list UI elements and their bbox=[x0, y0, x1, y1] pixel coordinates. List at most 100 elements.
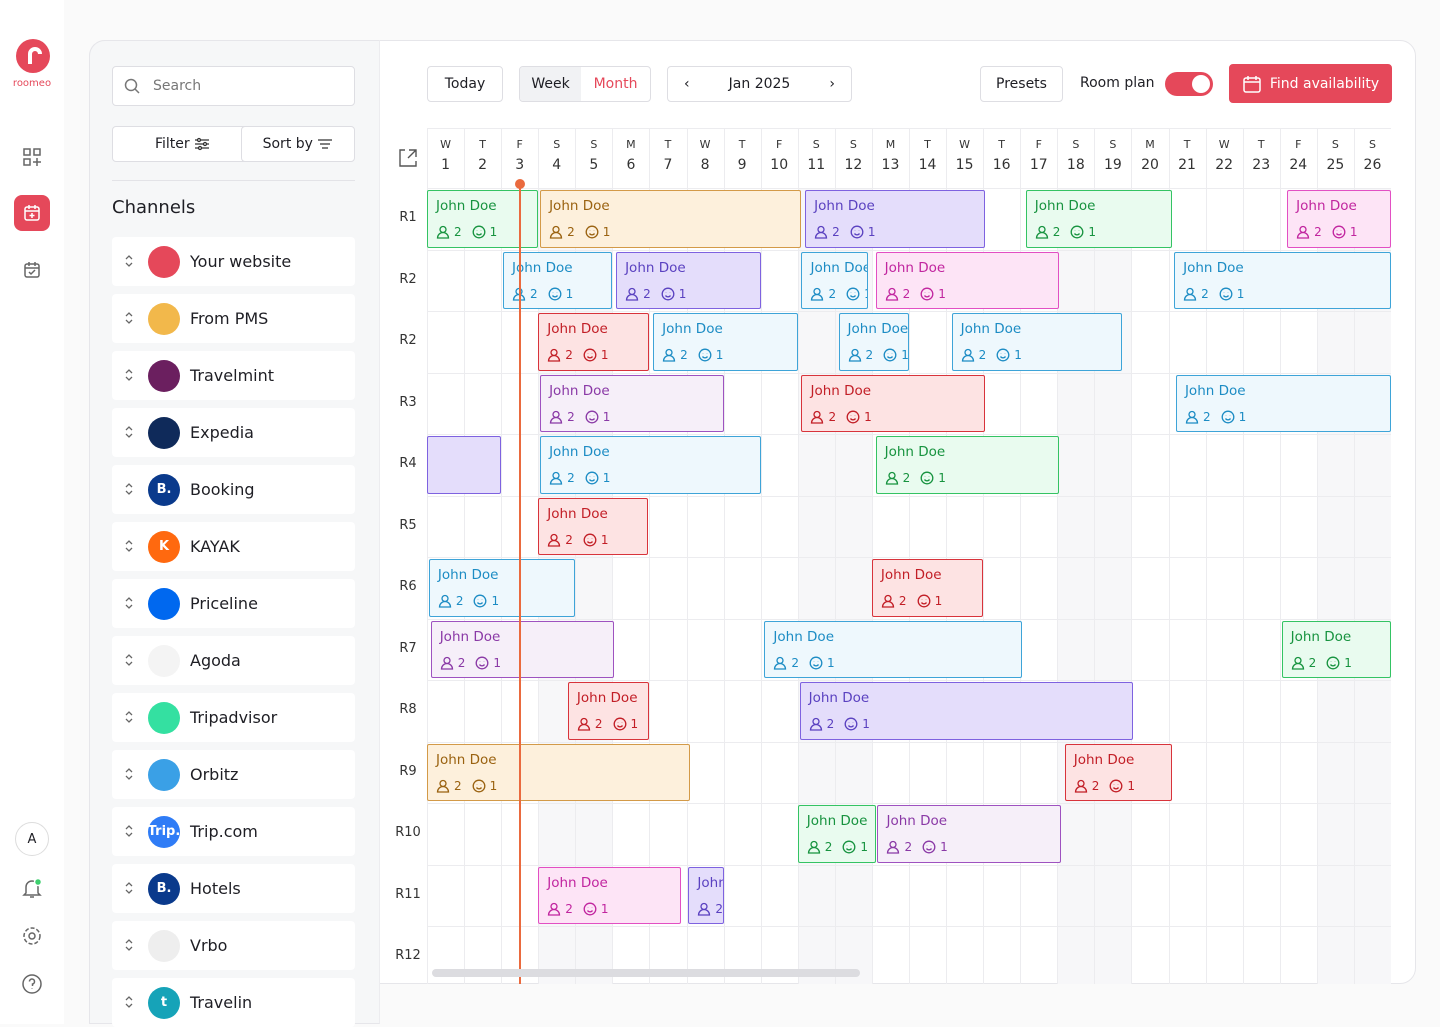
grid-line bbox=[1353, 128, 1355, 984]
day-label: 24 bbox=[1289, 157, 1308, 173]
sort-button[interactable]: Sort by bbox=[241, 126, 355, 162]
calendar-icon[interactable] bbox=[14, 195, 50, 231]
month-tab[interactable]: Month bbox=[593, 76, 638, 92]
day-header: W 15 bbox=[946, 138, 983, 173]
children-count: 1 bbox=[630, 717, 639, 731]
presets-button[interactable]: Presets bbox=[980, 66, 1063, 102]
children-count: 1 bbox=[938, 471, 946, 485]
avatar[interactable]: A bbox=[15, 822, 49, 856]
channel-name: Orbitz bbox=[190, 765, 239, 784]
children-count: 1 bbox=[715, 348, 724, 362]
channel-item[interactable]: B. Booking bbox=[112, 465, 355, 514]
channel-icon bbox=[148, 644, 180, 677]
room-label: R2 bbox=[399, 333, 417, 348]
find-availability-button[interactable]: Find availability bbox=[1229, 64, 1392, 103]
channel-item[interactable]: Vrbo bbox=[112, 921, 355, 970]
channel-item[interactable]: Your website bbox=[112, 237, 355, 286]
channel-item[interactable]: Trip. Trip.com bbox=[112, 807, 355, 856]
next-button[interactable]: › bbox=[829, 76, 835, 92]
logo[interactable] bbox=[16, 39, 50, 73]
adults-count: 2 bbox=[1308, 655, 1317, 670]
guest-name: John Doe bbox=[1183, 259, 1244, 276]
children-count: 1 bbox=[1349, 225, 1358, 239]
channel-item[interactable]: B. Hotels bbox=[112, 864, 355, 913]
filter-button[interactable]: Filter bbox=[112, 126, 253, 162]
weekday-label: M bbox=[1145, 138, 1155, 151]
weekday-label: T bbox=[479, 138, 486, 151]
settings-icon[interactable] bbox=[14, 918, 50, 954]
notifications-icon[interactable] bbox=[14, 870, 50, 906]
weekday-label: T bbox=[998, 138, 1006, 151]
children-count: 1 bbox=[901, 348, 909, 362]
day-label: 16 bbox=[992, 157, 1011, 173]
children-count: 1 bbox=[864, 287, 867, 301]
day-header: T 21 bbox=[1169, 138, 1206, 173]
channel-item[interactable]: t Travelin bbox=[112, 978, 355, 1027]
children-count: 1 bbox=[1344, 655, 1352, 670]
adults-count: 2 bbox=[567, 225, 575, 239]
guest-name: John Doe bbox=[625, 259, 686, 276]
channel-item[interactable]: K KAYAK bbox=[112, 522, 355, 571]
guest-name: John Doe bbox=[439, 628, 501, 645]
day-label: 8 bbox=[700, 157, 710, 173]
channel-item[interactable]: Priceline bbox=[112, 579, 355, 628]
prev-button[interactable]: ‹ bbox=[684, 76, 690, 92]
room-label: R5 bbox=[399, 517, 417, 533]
search-input[interactable]: Search bbox=[112, 66, 355, 106]
collapse-icon[interactable] bbox=[397, 147, 419, 169]
channel-item[interactable]: From PMS bbox=[112, 294, 355, 343]
channel-item[interactable]: Agoda bbox=[112, 636, 355, 685]
channel-item[interactable]: Orbitz bbox=[112, 750, 355, 799]
room-plan-toggle[interactable] bbox=[1165, 72, 1213, 96]
channel-item[interactable]: Expedia bbox=[112, 408, 355, 457]
scrollbar[interactable] bbox=[432, 969, 860, 977]
week-tab[interactable]: Week bbox=[520, 67, 582, 101]
booking[interactable] bbox=[427, 436, 502, 494]
room-label: R6 bbox=[399, 579, 417, 594]
dashboard-icon[interactable] bbox=[14, 139, 50, 175]
channel-item[interactable]: Travelmint bbox=[112, 351, 355, 400]
help-icon[interactable] bbox=[14, 966, 50, 1002]
today-button[interactable]: Today bbox=[427, 66, 503, 102]
channel-item[interactable]: Tripadvisor bbox=[112, 693, 355, 742]
bookings-icon[interactable] bbox=[14, 252, 50, 288]
weekday-label: F bbox=[1295, 138, 1302, 151]
guest-name: John Doe bbox=[437, 567, 499, 583]
guest-name: John Doe bbox=[662, 321, 723, 337]
